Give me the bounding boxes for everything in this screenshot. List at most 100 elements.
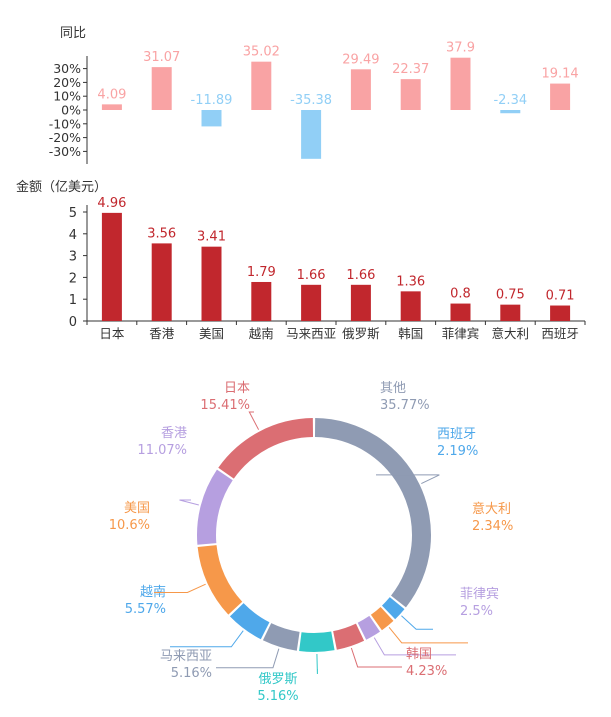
yoy-bar-意大利 xyxy=(500,110,520,113)
yoy-y-tick-label: 30% xyxy=(53,61,81,76)
donut-leader-line xyxy=(216,649,279,668)
yoy-y-tick-label: -30% xyxy=(49,144,81,159)
yoy-bar-俄罗斯 xyxy=(351,69,371,110)
yoy-value-label: -11.89 xyxy=(191,93,233,108)
yoy-y-tick-label: -20% xyxy=(49,130,81,145)
amount-value-label: 1.79 xyxy=(247,265,276,280)
donut-slice-name: 香港 xyxy=(161,426,187,441)
donut-slice-香港 xyxy=(197,470,233,545)
amount-value-label: 3.41 xyxy=(197,230,226,245)
donut-slice-percent: 2.19% xyxy=(437,444,478,459)
donut-slice-percent: 5.16% xyxy=(257,689,298,704)
donut-slice-name: 菲律宾 xyxy=(460,586,499,602)
yoy-value-label: 37.9 xyxy=(446,41,475,56)
amount-bar-马来西亚 xyxy=(301,285,321,321)
donut-slice-name: 其他 xyxy=(380,381,406,396)
amount-axis-title: 金额（亿美元） xyxy=(16,179,107,195)
donut-slice-name: 美国 xyxy=(124,501,150,516)
x-category-label: 香港 xyxy=(149,326,175,341)
amount-value-label: 0.8 xyxy=(450,287,471,302)
amount-bar-意大利 xyxy=(500,305,520,321)
amount-bar-chart: 金额（亿美元）0123454.96日本3.56香港3.41美国1.79越南1.6… xyxy=(16,179,585,341)
yoy-value-label: -35.38 xyxy=(290,93,332,108)
donut-slice-俄罗斯 xyxy=(299,631,334,652)
amount-bar-俄罗斯 xyxy=(351,285,371,321)
donut-slice-name: 韩国 xyxy=(406,647,432,662)
share-donut-chart: 其他 35.77% 西班牙 2.19% 意大利 2.34% 菲律宾 2.5% 韩国 4.23% 俄罗… xyxy=(109,381,514,704)
amount-value-label: 1.66 xyxy=(346,268,375,283)
donut-slice-其他 xyxy=(315,418,431,607)
yoy-bar-越南 xyxy=(251,62,271,110)
x-category-label: 西班牙 xyxy=(541,326,579,341)
amount-y-tick-label: 4 xyxy=(69,228,77,243)
donut-slice-name: 日本 xyxy=(224,381,250,396)
amount-value-label: 4.96 xyxy=(97,196,126,211)
amount-y-tick-label: 0 xyxy=(69,315,77,330)
yoy-axis-title: 同比 xyxy=(60,26,86,41)
yoy-y-tick-label: 20% xyxy=(53,75,81,90)
x-category-label: 意大利 xyxy=(492,326,530,341)
yoy-bar-香港 xyxy=(152,67,172,110)
x-category-label: 菲律宾 xyxy=(442,326,480,341)
amount-y-tick-label: 1 xyxy=(69,293,77,308)
amount-y-tick-label: 2 xyxy=(69,271,77,286)
donut-slice-越南 xyxy=(230,603,270,639)
yoy-bar-菲律宾 xyxy=(451,58,471,110)
x-category-label: 日本 xyxy=(99,326,125,341)
amount-value-label: 0.71 xyxy=(546,289,575,304)
yoy-value-label: -2.34 xyxy=(493,93,527,108)
x-category-label: 俄罗斯 xyxy=(342,326,380,341)
x-category-label: 越南 xyxy=(249,326,274,341)
amount-bar-美国 xyxy=(202,247,222,321)
donut-slice-name: 西班牙 xyxy=(437,427,476,442)
x-category-label: 美国 xyxy=(199,326,224,341)
donut-slice-name: 意大利 xyxy=(472,501,511,517)
amount-bar-日本 xyxy=(102,213,122,321)
donut-slice-percent: 5.16% xyxy=(171,666,212,681)
donut-slice-日本 xyxy=(218,418,313,479)
donut-slice-马来西亚 xyxy=(263,623,300,651)
amount-bar-香港 xyxy=(152,243,172,321)
amount-value-label: 0.75 xyxy=(496,288,525,303)
yoy-value-label: 22.37 xyxy=(392,62,429,77)
donut-slice-name: 俄罗斯 xyxy=(258,672,297,687)
donut-slice-韩国 xyxy=(333,624,364,650)
yoy-bar-西班牙 xyxy=(550,84,570,110)
yoy-value-label: 19.14 xyxy=(541,67,578,82)
x-category-label: 马来西亚 xyxy=(286,326,336,341)
amount-bar-韩国 xyxy=(401,291,421,321)
yoy-value-label: 29.49 xyxy=(342,52,379,67)
yoy-value-label: 31.07 xyxy=(143,50,180,65)
yoy-value-label: 4.09 xyxy=(97,87,126,102)
yoy-bar-美国 xyxy=(202,110,222,126)
amount-y-tick-label: 5 xyxy=(69,206,77,221)
donut-leader-line xyxy=(249,412,258,430)
amount-bar-西班牙 xyxy=(550,306,570,321)
yoy-bar-日本 xyxy=(102,104,122,110)
yoy-bar-韩国 xyxy=(401,79,421,110)
donut-slice-percent: 2.34% xyxy=(472,519,513,534)
donut-slice-percent: 35.77% xyxy=(380,398,430,413)
donut-slice-percent: 4.23% xyxy=(406,664,447,679)
donut-slice-percent: 11.07% xyxy=(137,443,187,458)
donut-slice-name: 马来西亚 xyxy=(160,649,212,664)
donut-slice-percent: 15.41% xyxy=(200,398,250,413)
amount-value-label: 1.36 xyxy=(396,274,425,289)
yoy-value-label: 35.02 xyxy=(243,45,280,60)
donut-leader-line xyxy=(401,616,433,630)
yoy-y-tick-label: 0% xyxy=(61,103,81,118)
donut-slice-percent: 2.5% xyxy=(460,604,493,619)
amount-y-tick-label: 3 xyxy=(69,250,77,265)
donut-slice-percent: 10.6% xyxy=(109,518,150,533)
donut-leader-line xyxy=(179,500,198,505)
donut-slice-percent: 5.57% xyxy=(125,602,166,617)
donut-leader-line xyxy=(351,648,402,667)
amount-bar-越南 xyxy=(251,282,271,321)
x-category-label: 韩国 xyxy=(398,326,423,341)
yoy-bar-马来西亚 xyxy=(301,110,321,159)
yoy-y-tick-label: 10% xyxy=(53,89,81,104)
donut-leader-line xyxy=(170,631,243,647)
amount-value-label: 1.66 xyxy=(297,268,326,283)
